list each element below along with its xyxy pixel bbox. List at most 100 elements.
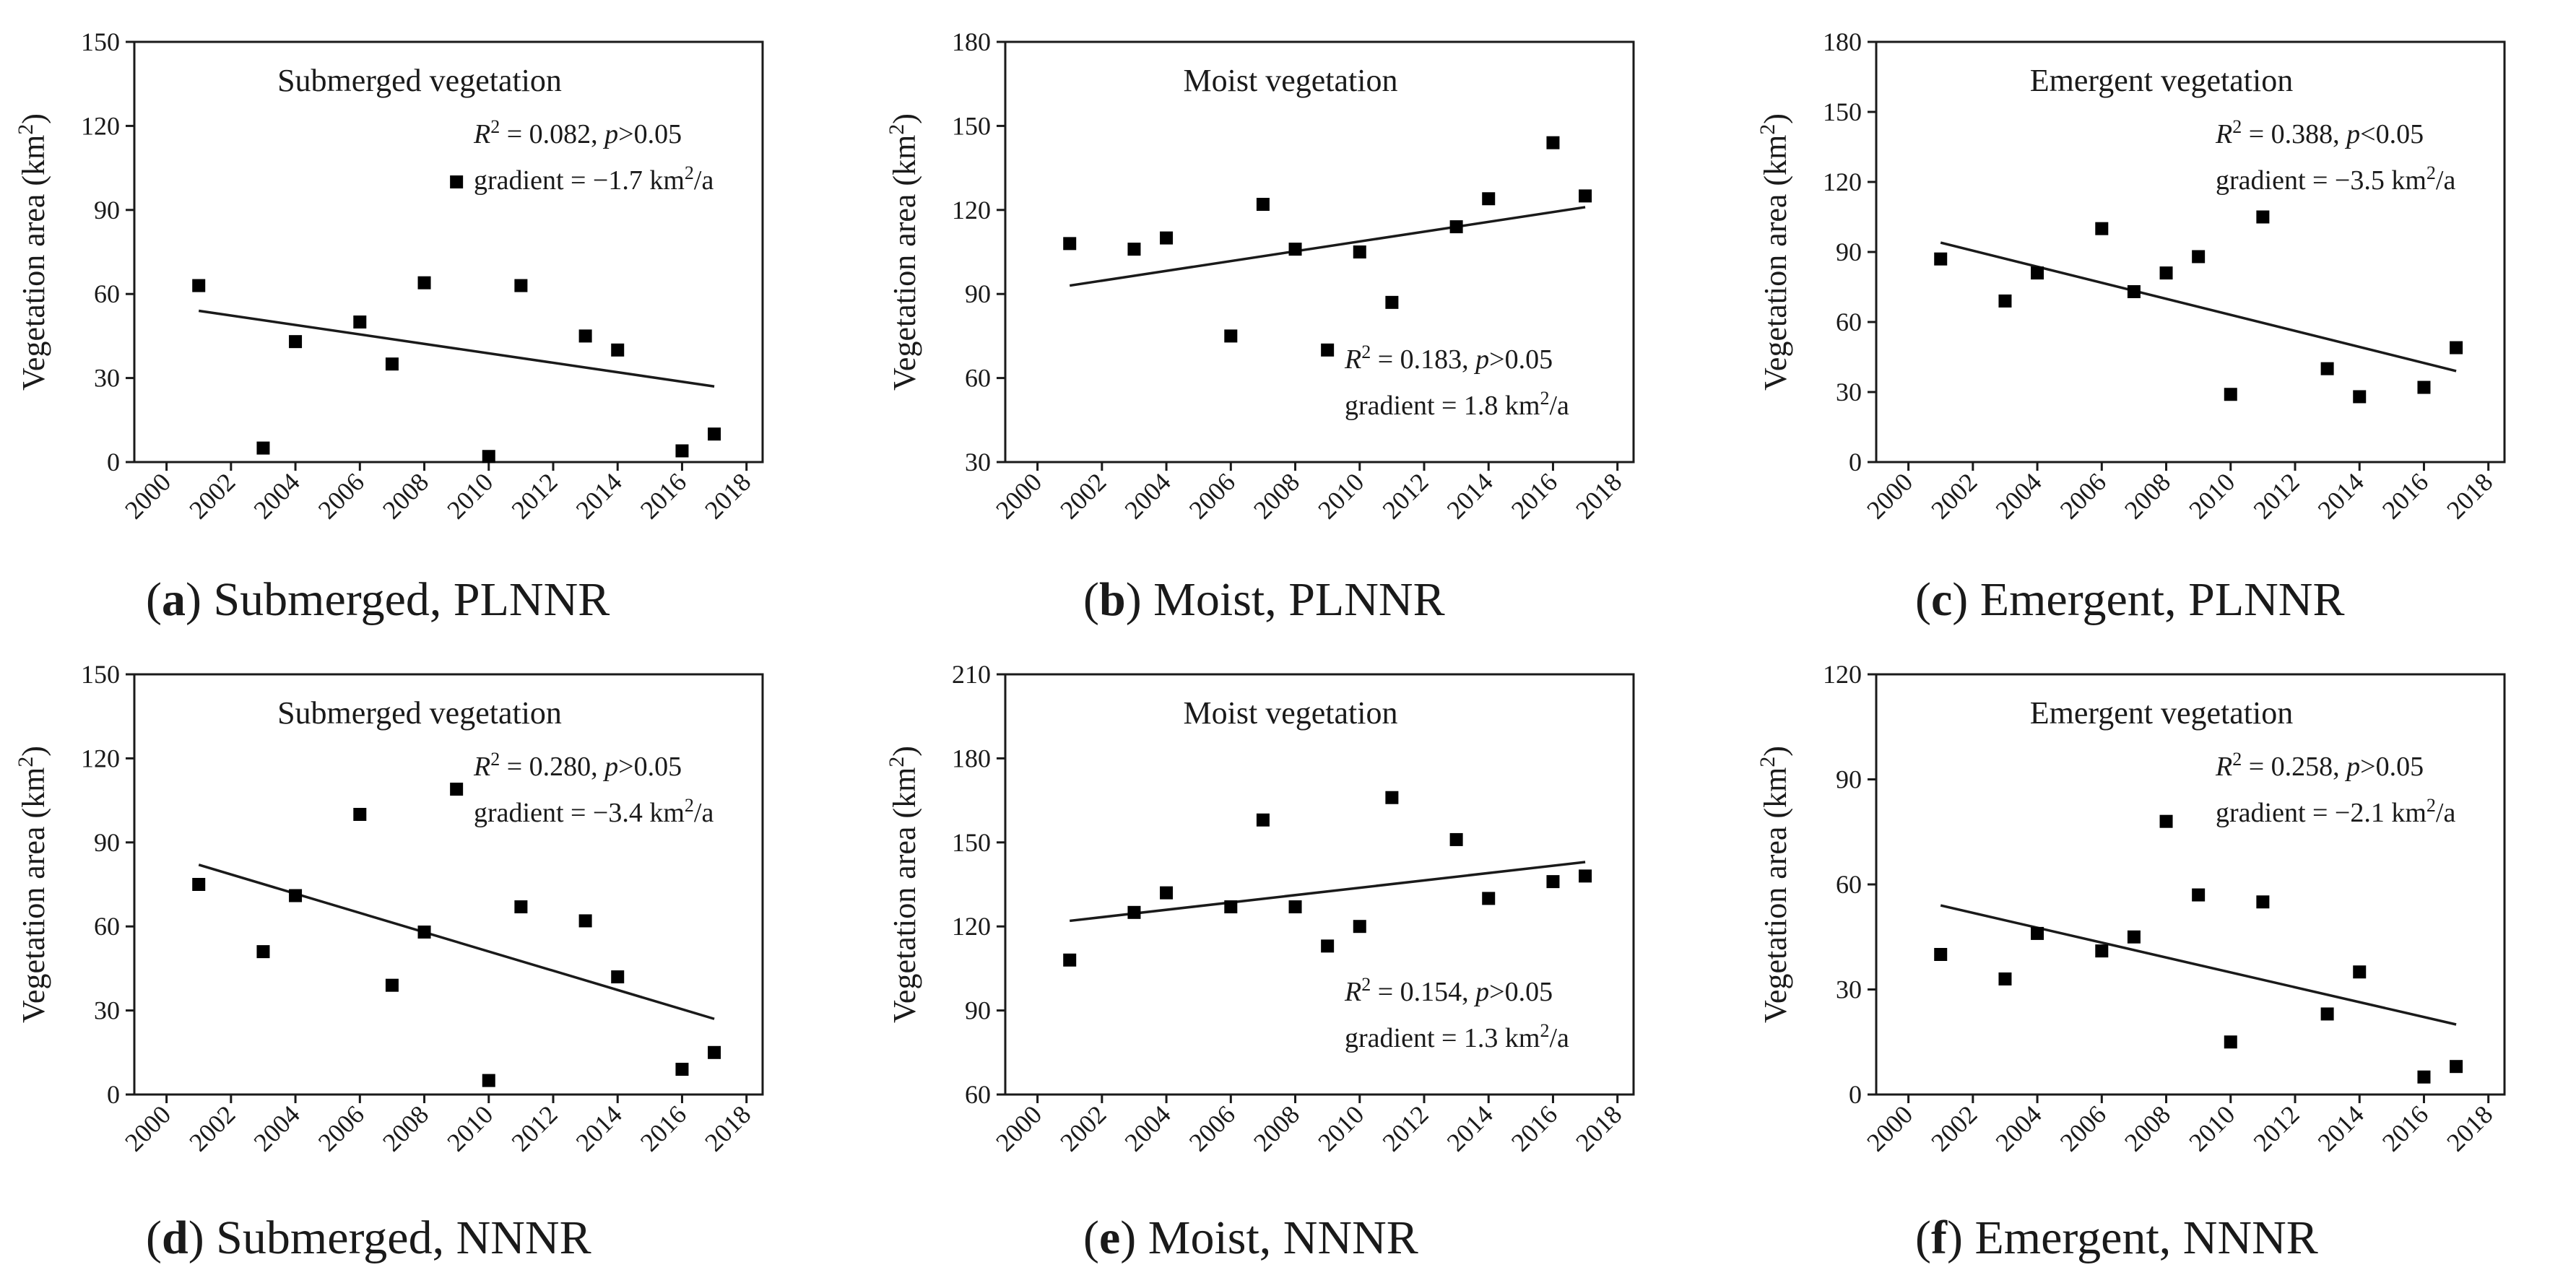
data-point — [578, 914, 592, 928]
data-point — [1353, 920, 1366, 934]
data-point — [1998, 972, 2012, 985]
y-tick-label: 180 — [1823, 27, 1862, 56]
r-squared-annotation: R2 = 0.082, p>0.05 — [473, 116, 682, 150]
y-tick-label: 150 — [952, 828, 991, 857]
y-tick-label: 180 — [952, 27, 991, 56]
data-point — [417, 276, 431, 290]
r-squared-annotation: R2 = 0.280, p>0.05 — [473, 749, 682, 783]
y-tick-label: 0 — [107, 1080, 120, 1109]
panel-title: Emergent vegetation — [2030, 63, 2294, 98]
y-tick-label: 30 — [1836, 378, 1862, 406]
y-tick-label: 120 — [952, 912, 991, 941]
gradient-annotation: gradient = −1.7 km2/a — [474, 162, 714, 196]
data-point — [1934, 948, 1948, 961]
y-tick-label: 90 — [1836, 765, 1862, 794]
data-point — [2256, 210, 2270, 224]
x-tick-label: 2016 — [1506, 1100, 1563, 1157]
x-tick-label: 2004 — [248, 1100, 305, 1157]
data-point — [385, 357, 399, 371]
x-tick-label: 2008 — [2119, 1100, 2176, 1157]
y-tick-label: 150 — [81, 660, 120, 689]
x-tick-label: 2014 — [571, 1100, 628, 1157]
y-tick-label: 30 — [94, 996, 120, 1025]
x-tick-label: 2000 — [1861, 467, 1918, 524]
data-point — [611, 970, 625, 984]
x-tick-label: 2000 — [990, 467, 1047, 524]
panel-caption: (c) Emergent, PLNNR — [1915, 573, 2345, 626]
data-point — [1224, 900, 1238, 914]
data-point — [1934, 252, 1948, 266]
data-point — [1063, 237, 1077, 251]
y-tick-label: 60 — [1836, 870, 1862, 899]
data-point — [2450, 341, 2463, 354]
x-tick-label: 2016 — [1506, 467, 1563, 524]
data-point — [385, 978, 399, 992]
y-tick-label: 150 — [1823, 97, 1862, 126]
x-tick-label: 2014 — [2312, 467, 2369, 524]
data-point — [1288, 900, 1302, 914]
data-point — [256, 441, 270, 455]
y-tick-label: 210 — [952, 660, 991, 689]
gradient-annotation: gradient = −3.4 km2/a — [474, 795, 714, 829]
y-tick-label: 180 — [952, 744, 991, 773]
x-tick-label: 2000 — [119, 467, 176, 524]
data-point — [450, 175, 464, 188]
data-point — [2192, 250, 2206, 264]
data-point — [708, 427, 721, 441]
panel-caption: (a) Submerged, PLNNR — [146, 573, 610, 626]
panel-c: 0 30 60 90 120 150 180 2000 2002 2004 2006 2008 2010… — [1756, 27, 2506, 626]
plot-frame — [133, 40, 764, 464]
r-squared-annotation: R2 = 0.183, p>0.05 — [1344, 341, 1553, 375]
x-tick-label: 2010 — [441, 1100, 498, 1157]
data-point — [1579, 189, 1592, 203]
data-point — [1127, 243, 1141, 256]
x-tick-label: 2004 — [248, 467, 305, 524]
x-tick-label: 2016 — [2377, 1100, 2434, 1157]
plot-frame — [1875, 40, 2506, 464]
x-tick-label: 2000 — [1861, 1100, 1918, 1157]
data-point — [1449, 220, 1463, 234]
y-tick-label: 90 — [965, 996, 991, 1025]
data-point — [482, 450, 495, 464]
data-point — [1063, 953, 1077, 967]
data-point — [1127, 905, 1141, 919]
x-tick-label: 2014 — [2312, 1100, 2369, 1157]
y-axis-label: Vegetation area (km2) — [14, 113, 52, 391]
x-tick-label: 2006 — [1184, 467, 1241, 524]
y-tick-label: 0 — [1849, 448, 1862, 477]
data-point — [2095, 944, 2109, 958]
data-point — [417, 925, 431, 939]
data-point — [675, 1063, 689, 1076]
data-point — [611, 343, 625, 357]
plot-frame — [133, 673, 764, 1096]
x-tick-label: 2000 — [990, 1100, 1047, 1157]
x-tick-label: 2002 — [1925, 1100, 1982, 1157]
data-point — [2127, 284, 2141, 298]
data-point — [192, 279, 206, 292]
x-tick-label: 2004 — [1990, 467, 2047, 524]
x-tick-label: 2018 — [2441, 1100, 2498, 1157]
x-tick-label: 2014 — [571, 467, 628, 524]
data-point — [1998, 294, 2012, 308]
data-point — [708, 1045, 721, 1059]
x-tick-label: 2006 — [1184, 1100, 1241, 1157]
x-tick-label: 2002 — [1054, 1100, 1111, 1157]
y-tick-label: 60 — [94, 279, 120, 308]
y-tick-label: 90 — [1836, 238, 1862, 266]
data-point — [675, 444, 689, 458]
trend-line — [198, 309, 715, 388]
data-point — [514, 279, 528, 292]
x-tick-label: 2010 — [1312, 467, 1369, 524]
data-point — [1256, 198, 1270, 212]
y-axis-label: Vegetation area (km2) — [1756, 746, 1794, 1023]
x-tick-label: 2016 — [2377, 467, 2434, 524]
r-squared-annotation: R2 = 0.258, p>0.05 — [2215, 749, 2424, 783]
panel-title: Moist vegetation — [1184, 695, 1398, 731]
x-tick-label: 2018 — [1570, 467, 1627, 524]
trend-line — [1070, 861, 1586, 923]
x-tick-label: 2012 — [506, 467, 563, 524]
trend-line — [198, 863, 715, 1020]
plot-frame — [1004, 40, 1635, 464]
x-tick-label: 2008 — [1248, 1100, 1305, 1157]
data-point — [1482, 192, 1496, 206]
